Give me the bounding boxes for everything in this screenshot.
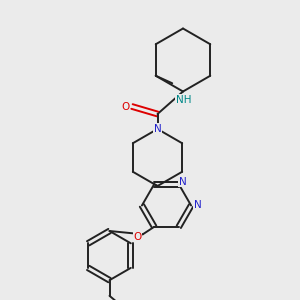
Text: O: O: [133, 232, 142, 242]
Text: N: N: [194, 200, 202, 211]
Text: O: O: [121, 101, 130, 112]
Text: N: N: [154, 124, 161, 134]
Text: N: N: [178, 177, 186, 187]
Text: NH: NH: [176, 95, 191, 105]
